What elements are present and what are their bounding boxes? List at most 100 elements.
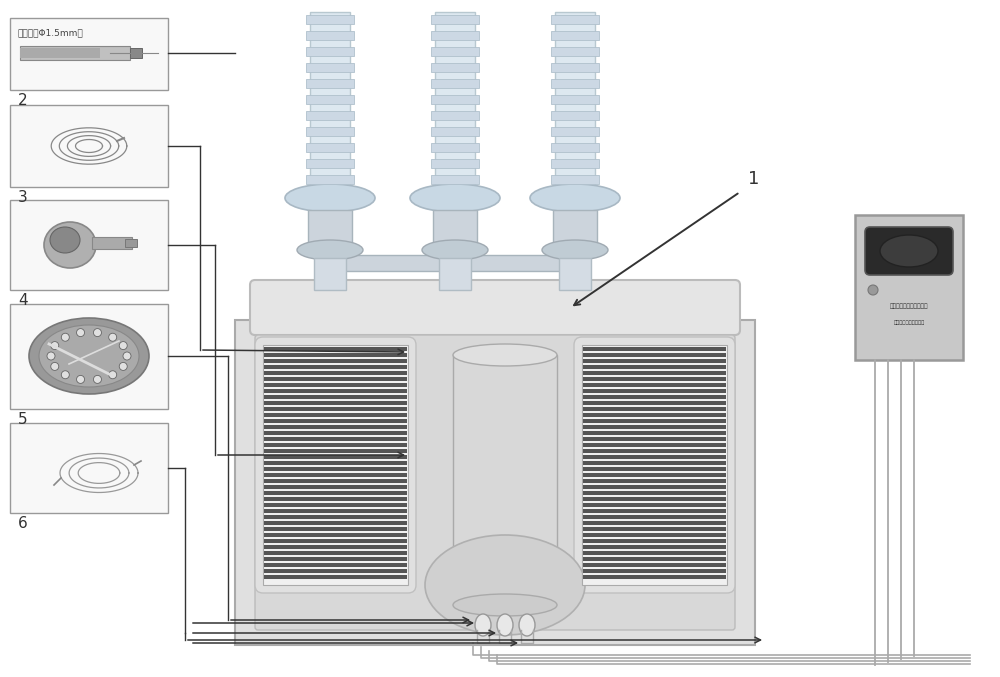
- Bar: [264, 359, 407, 363]
- Bar: [431, 127, 479, 136]
- Bar: [306, 175, 354, 184]
- Bar: [583, 521, 726, 525]
- Bar: [559, 258, 591, 290]
- Bar: [551, 159, 599, 168]
- Circle shape: [77, 328, 85, 336]
- Ellipse shape: [475, 614, 491, 636]
- Bar: [583, 443, 726, 447]
- Bar: [583, 437, 726, 441]
- Bar: [264, 521, 407, 525]
- Circle shape: [51, 362, 59, 370]
- FancyBboxPatch shape: [255, 337, 416, 593]
- Bar: [551, 47, 599, 56]
- Bar: [435, 12, 475, 192]
- Ellipse shape: [880, 235, 938, 267]
- Bar: [583, 359, 726, 363]
- Bar: [583, 491, 726, 495]
- Bar: [431, 143, 479, 152]
- Bar: [551, 111, 599, 120]
- Bar: [583, 419, 726, 423]
- Bar: [264, 575, 407, 579]
- Bar: [306, 15, 354, 24]
- Bar: [264, 503, 407, 507]
- Bar: [264, 569, 407, 573]
- Bar: [264, 383, 407, 387]
- Bar: [551, 63, 599, 72]
- Bar: [264, 365, 407, 369]
- Bar: [264, 431, 407, 435]
- Bar: [583, 539, 726, 543]
- Bar: [306, 63, 354, 72]
- Bar: [306, 31, 354, 40]
- Bar: [453, 355, 557, 605]
- Bar: [306, 127, 354, 136]
- Bar: [306, 47, 354, 56]
- Bar: [264, 539, 407, 543]
- Ellipse shape: [29, 318, 149, 394]
- Bar: [583, 413, 726, 417]
- Bar: [583, 455, 726, 459]
- Bar: [551, 175, 599, 184]
- Bar: [551, 95, 599, 104]
- Bar: [264, 491, 407, 495]
- Bar: [235, 320, 755, 645]
- Bar: [553, 210, 597, 248]
- FancyBboxPatch shape: [250, 280, 740, 335]
- Bar: [20, 48, 100, 58]
- Bar: [308, 210, 352, 248]
- Bar: [264, 389, 407, 393]
- Bar: [551, 15, 599, 24]
- Bar: [433, 210, 477, 248]
- Bar: [264, 407, 407, 411]
- Ellipse shape: [39, 325, 139, 387]
- Bar: [583, 515, 726, 519]
- Bar: [583, 449, 726, 453]
- Bar: [264, 545, 407, 549]
- Bar: [264, 437, 407, 441]
- Bar: [264, 515, 407, 519]
- Bar: [583, 503, 726, 507]
- Bar: [264, 479, 407, 483]
- Ellipse shape: [530, 184, 620, 212]
- Bar: [264, 395, 407, 399]
- Bar: [583, 575, 726, 579]
- FancyBboxPatch shape: [255, 335, 735, 630]
- Ellipse shape: [542, 240, 608, 260]
- Bar: [10, 200, 168, 290]
- Bar: [264, 527, 407, 531]
- Bar: [583, 551, 726, 555]
- Circle shape: [51, 342, 59, 349]
- Circle shape: [61, 371, 69, 378]
- Bar: [264, 401, 407, 405]
- Bar: [582, 345, 727, 585]
- Ellipse shape: [297, 240, 363, 260]
- Bar: [310, 12, 350, 192]
- Circle shape: [109, 333, 117, 341]
- Bar: [583, 545, 726, 549]
- Bar: [264, 419, 407, 423]
- Bar: [855, 215, 963, 360]
- Bar: [583, 533, 726, 537]
- Bar: [439, 258, 471, 290]
- Bar: [431, 15, 479, 24]
- Bar: [306, 95, 354, 104]
- Circle shape: [77, 376, 85, 383]
- Bar: [306, 143, 354, 152]
- Ellipse shape: [285, 184, 375, 212]
- Ellipse shape: [422, 240, 488, 260]
- Ellipse shape: [410, 184, 500, 212]
- Ellipse shape: [453, 344, 557, 366]
- Circle shape: [123, 352, 131, 360]
- Bar: [583, 467, 726, 471]
- Bar: [583, 389, 726, 393]
- Bar: [10, 105, 168, 187]
- Ellipse shape: [497, 614, 513, 636]
- Bar: [10, 423, 168, 513]
- Bar: [263, 345, 408, 585]
- Circle shape: [93, 376, 101, 383]
- Bar: [583, 347, 726, 351]
- Text: 某某科技股份有限公司: 某某科技股份有限公司: [893, 320, 925, 325]
- Bar: [431, 159, 479, 168]
- Bar: [20, 46, 130, 60]
- Bar: [583, 353, 726, 357]
